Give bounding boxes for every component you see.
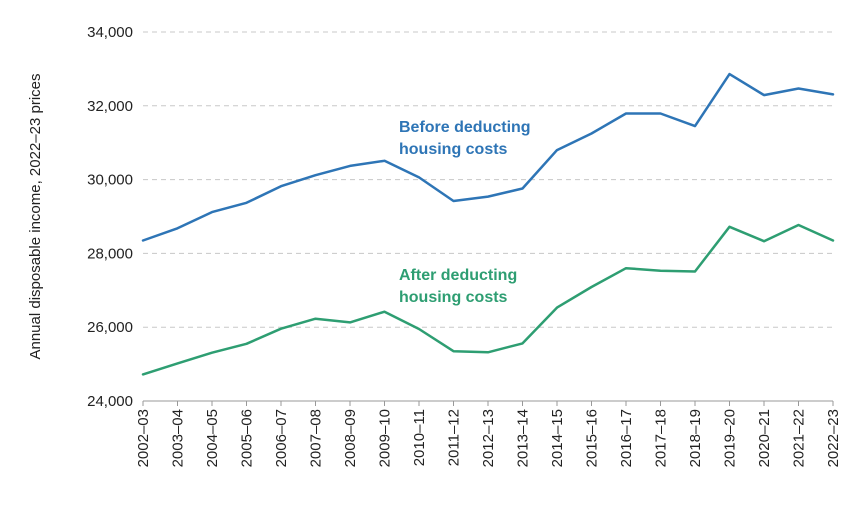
x-tick-label: 2008–09 <box>342 409 359 467</box>
x-tick-label: 2020–21 <box>756 409 773 467</box>
y-tick-label: 34,000 <box>87 24 133 41</box>
x-tick-label: 2002–03 <box>135 409 152 467</box>
x-tick-label: 2022–23 <box>825 409 842 467</box>
x-tick-label: 2018–19 <box>687 409 704 467</box>
y-tick-label: 28,000 <box>87 245 133 262</box>
x-tick-label: 2004–05 <box>204 409 221 467</box>
x-tick-label: 2012–13 <box>480 409 497 467</box>
y-tick-label: 24,000 <box>87 393 133 410</box>
y-tick-label: 30,000 <box>87 172 133 189</box>
y-tick-label: 26,000 <box>87 319 133 336</box>
gridlines <box>143 31 833 328</box>
x-tick-label: 2014–15 <box>549 409 566 467</box>
x-tick-label: 2021–22 <box>791 409 808 467</box>
before-housing-costs-label: Before deducting <box>399 119 531 136</box>
x-tick-label: 2017–18 <box>653 409 670 467</box>
x-tick-label: 2015–16 <box>584 409 601 467</box>
x-tick-label: 2013–14 <box>515 409 532 467</box>
x-tick-label: 2005–06 <box>239 409 256 467</box>
series-lines <box>141 72 835 376</box>
x-tick-label: 2003–04 <box>170 409 187 467</box>
y-axis-tick-labels: 24,000 26,000 28,000 30,000 32,000 34,000 <box>87 24 133 410</box>
before-housing-costs-line <box>141 72 835 242</box>
after-housing-costs-label: housing costs <box>399 289 508 306</box>
x-tick-label: 2006–07 <box>273 409 290 467</box>
before-housing-costs-label: housing costs <box>399 141 508 158</box>
x-axis-tick-labels: 2002–03 2003–04 2004–05 2005–06 2006–07 2007–… <box>135 401 842 467</box>
x-tick-label: 2010–11 <box>411 409 428 466</box>
series-labels: Before deducting housing costs After deduc… <box>399 119 531 306</box>
x-tick-label: 2011–12 <box>446 409 463 466</box>
x-tick-label: 2009–10 <box>377 409 394 467</box>
after-housing-costs-label: After deducting <box>399 267 517 284</box>
x-tick-label: 2007–08 <box>308 409 325 467</box>
after-housing-costs-line <box>141 223 835 376</box>
y-axis-title: Annual disposable income, 2022–23 prices <box>27 73 44 359</box>
y-tick-label: 32,000 <box>87 98 133 115</box>
x-tick-label: 2019–20 <box>722 409 739 467</box>
x-tick-label: 2016–17 <box>618 409 635 467</box>
